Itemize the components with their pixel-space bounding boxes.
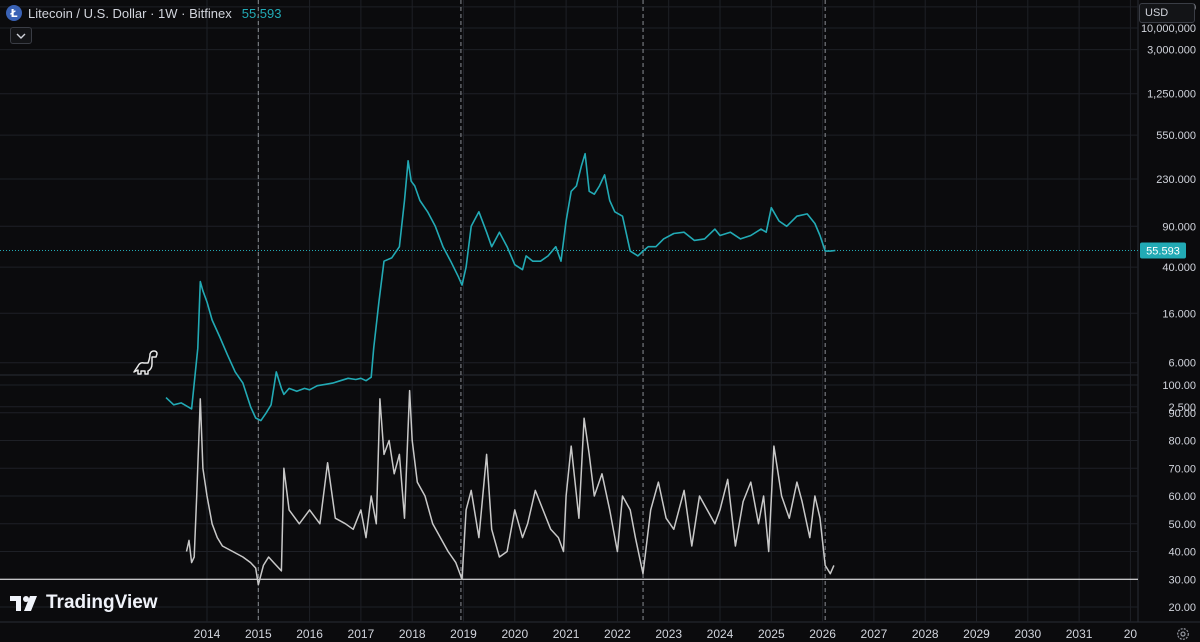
price-axis-tick-label: 2.500 (1168, 402, 1196, 414)
last-price-value: 55.593 (241, 5, 282, 21)
time-axis-label: 2016 (296, 627, 323, 641)
currency-button[interactable]: USD (1139, 3, 1195, 23)
time-axis-label: 2027 (861, 627, 888, 641)
tradingview-logo-text: TradingView (46, 592, 158, 613)
price-axis-tick-label: 550.000 (1156, 130, 1196, 142)
collapse-legend-button[interactable] (10, 27, 32, 44)
indicator-series-line (185, 389, 835, 586)
price-axis: 10,000,0007,000.0003,000.0001,250.000550… (1140, 2, 1196, 614)
gear-icon[interactable] (1176, 627, 1190, 641)
price-axis-tick-label: 10,000,000 (1141, 23, 1196, 35)
price-axis-tick-label: 230.000 (1156, 174, 1196, 186)
price-axis-tick-label: 1,250.000 (1147, 89, 1196, 101)
last-price-label: 55.593 (1146, 246, 1180, 258)
price-series-line (165, 152, 836, 422)
time-axis-label: 2017 (348, 627, 375, 641)
tradingview-logo-icon (10, 596, 37, 611)
price-axis-tick-label: 40.000 (1162, 262, 1196, 274)
time-axis: 2014 2015 2016 2017 2018 2019 2020 2021 2022 2023… (194, 627, 1138, 641)
price-axis-tick-label: 3,000.000 (1147, 45, 1196, 57)
chevron-down-icon (16, 33, 26, 39)
time-axis-label: 2014 (194, 627, 221, 641)
time-axis-label: 2028 (912, 627, 939, 641)
indicator-axis-tick-label: 80.00 (1168, 436, 1196, 448)
time-axis-label: 2022 (604, 627, 631, 641)
indicator-axis-tick-label: 90.00 (1168, 408, 1196, 420)
time-axis-label: 2015 (245, 627, 272, 641)
indicator-axis-tick-label: 50.00 (1168, 519, 1196, 531)
time-axis-label: 2024 (707, 627, 734, 641)
tradingview-logo[interactable]: TradingView (10, 592, 158, 614)
indicator-axis-tick-label: 20.00 (1168, 602, 1196, 614)
chart-header: Ł Litecoin / U.S. Dollar · 1W · Bitfinex… (6, 4, 282, 22)
indicator-axis-tick-label: 40.00 (1168, 547, 1196, 559)
indicator-axis-tick-label: 100.00 (1162, 380, 1196, 392)
price-axis-tick-label: 16.000 (1162, 308, 1196, 320)
grid (0, 0, 1200, 623)
price-axis-tick-label: 6.000 (1168, 358, 1196, 370)
series (0, 152, 1138, 586)
time-axis-label: 2023 (655, 627, 682, 641)
time-axis-label: 2020 (501, 627, 528, 641)
price-axis-tick-label: 90.000 (1162, 221, 1196, 233)
indicator-axis-tick-label: 60.00 (1168, 491, 1196, 503)
time-axis-label: 2031 (1066, 627, 1093, 641)
indicator-axis-tick-label: 70.00 (1168, 463, 1196, 475)
time-axis-label: 20 (1124, 627, 1138, 641)
litecoin-icon[interactable]: Ł (6, 5, 22, 21)
indicator-axis-tick-label: 30.00 (1168, 574, 1196, 586)
year-separator-lines (257, 0, 826, 622)
last-price-badge (1140, 242, 1186, 259)
chart-title[interactable]: Litecoin / U.S. Dollar · 1W · Bitfinex (28, 5, 232, 21)
time-axis-label: 2029 (963, 627, 990, 641)
time-axis-label: 2030 (1014, 627, 1041, 641)
time-axis-label: 2025 (758, 627, 785, 641)
dinosaur-icon[interactable] (130, 348, 160, 381)
time-axis-label: 2026 (809, 627, 836, 641)
time-axis-label: 2018 (399, 627, 426, 641)
time-axis-label: 2019 (450, 627, 477, 641)
time-axis-label: 2021 (553, 627, 580, 641)
